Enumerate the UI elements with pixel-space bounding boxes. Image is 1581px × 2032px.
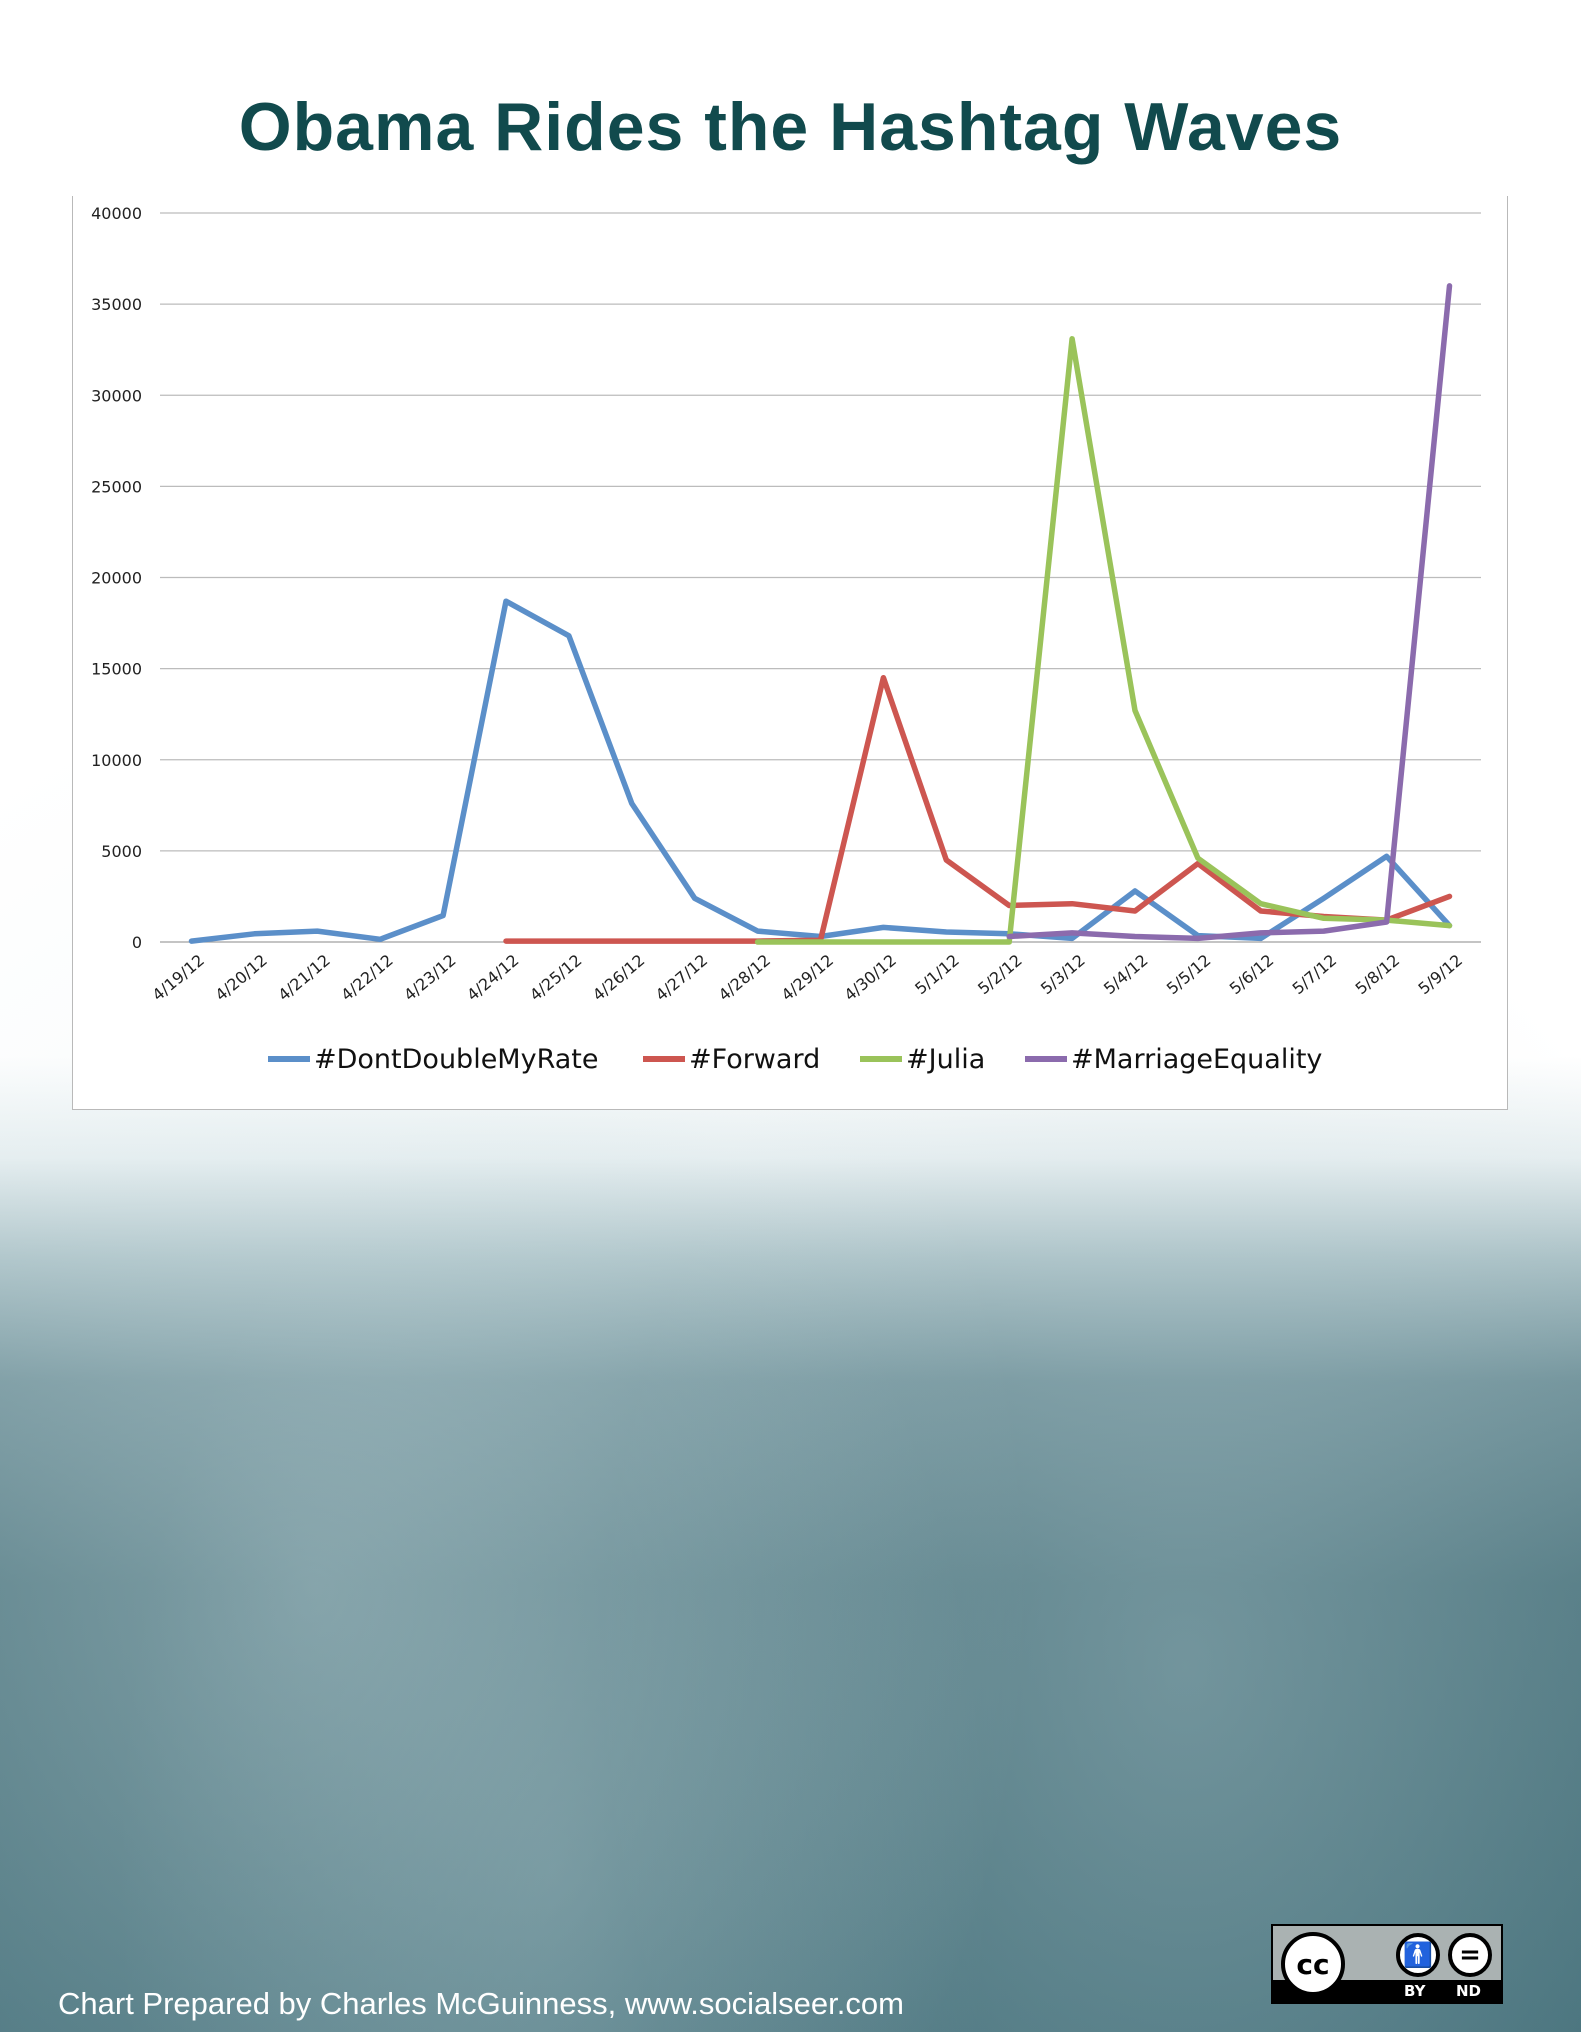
y-tick-label: 25000 xyxy=(91,477,142,496)
chart-credit: Chart Prepared by Charles McGuinness, ww… xyxy=(58,1986,904,2021)
x-tick-label: 5/3/12 xyxy=(1037,951,1089,999)
x-tick-label: 5/9/12 xyxy=(1414,951,1466,999)
x-tick-label: 4/23/12 xyxy=(400,951,459,1005)
chart-frame: 0 5000 10000 15000 20000 25000 30000 35000 40000… xyxy=(72,196,1508,1110)
line-chart: 0 5000 10000 15000 20000 25000 30000 35000 40000… xyxy=(91,204,1481,1075)
y-tick-label: 5000 xyxy=(101,842,142,861)
cc-icon: cc xyxy=(1281,1932,1345,1996)
y-tick-label: 30000 xyxy=(91,386,142,405)
legend-label: #Forward xyxy=(689,1044,820,1075)
y-tick-label: 35000 xyxy=(91,295,142,314)
x-tick-label: 4/24/12 xyxy=(463,951,522,1005)
cc-by-label: BY xyxy=(1404,1982,1426,2000)
attribution-icon: 🚹 xyxy=(1396,1933,1440,1977)
x-tick-label: 5/7/12 xyxy=(1289,951,1341,999)
series-line xyxy=(188,598,1453,944)
x-tick-label: 4/30/12 xyxy=(841,951,900,1005)
y-tick-label: 15000 xyxy=(91,660,142,679)
x-tick-label: 4/22/12 xyxy=(337,951,396,1005)
x-tick-label: 5/1/12 xyxy=(911,951,963,999)
cc-nd-label: ND xyxy=(1456,1982,1482,2000)
x-tick-label: 5/2/12 xyxy=(974,951,1026,999)
no-derivatives-icon: = xyxy=(1448,1933,1492,1977)
x-tick-label: 4/20/12 xyxy=(211,951,270,1005)
series-line xyxy=(754,336,1453,945)
y-tick-label: 40000 xyxy=(91,204,142,223)
x-tick-label: 4/28/12 xyxy=(715,951,774,1005)
x-tick-label: 4/21/12 xyxy=(274,951,333,1005)
y-tick-label: 0 xyxy=(132,933,142,952)
page-title: Obama Rides the Hashtag Waves xyxy=(238,89,1343,165)
series-line xyxy=(503,674,1453,944)
legend-label: #Julia xyxy=(906,1044,985,1075)
x-tick-label: 4/27/12 xyxy=(652,951,711,1005)
creative-commons-badge[interactable]: cc 🚹 = BY ND xyxy=(1271,1924,1503,2004)
x-tick-label: 5/5/12 xyxy=(1163,951,1215,999)
x-tick-label: 5/8/12 xyxy=(1352,951,1404,999)
legend-label: #MarriageEquality xyxy=(1071,1044,1322,1075)
x-tick-label: 4/29/12 xyxy=(778,951,837,1005)
x-tick-label: 5/6/12 xyxy=(1226,951,1278,999)
y-tick-label: 20000 xyxy=(91,569,142,588)
x-tick-label: 4/19/12 xyxy=(149,951,208,1005)
legend-label: #DontDoubleMyRate xyxy=(314,1044,599,1075)
x-tick-label: 4/25/12 xyxy=(526,951,585,1005)
y-tick-label: 10000 xyxy=(91,751,142,770)
x-tick-label: 5/4/12 xyxy=(1100,951,1152,999)
series-line xyxy=(1006,283,1453,942)
x-tick-label: 4/26/12 xyxy=(589,951,648,1005)
